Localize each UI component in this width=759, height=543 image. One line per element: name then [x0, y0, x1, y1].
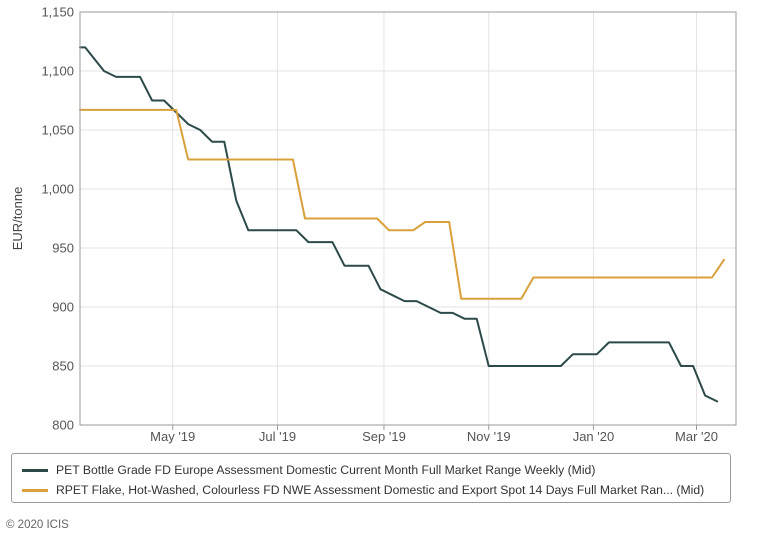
series-lines: [79, 46, 725, 403]
x-tick-label: Mar '20: [675, 429, 718, 444]
legend: PET Bottle Grade FD Europe Assessment Do…: [11, 453, 731, 503]
legend-swatch-pet: [22, 468, 48, 472]
legend-item-pet[interactable]: PET Bottle Grade FD Europe Assessment Do…: [22, 461, 595, 479]
grid: [80, 11, 736, 426]
y-tick-label: 1,100: [41, 64, 74, 79]
x-tick-label: Jan '20: [573, 429, 615, 444]
plot-border: [79, 11, 737, 426]
x-axis-ticks: May '19 Jul '19 Sep '19 Nov '19 Jan '20 Mar '…: [150, 425, 718, 444]
y-tick-label: 1,050: [41, 123, 74, 138]
legend-swatch-rpet: [22, 488, 48, 492]
x-tick-label: Sep '19: [362, 429, 406, 444]
y-tick-label: 850: [52, 359, 74, 374]
y-tick-label: 950: [52, 241, 74, 256]
y-tick-label: 1,150: [41, 5, 74, 20]
legend-label-rpet: RPET Flake, Hot-Washed, Colourless FD NW…: [56, 483, 705, 497]
series-line-rpet: [79, 108, 725, 300]
legend-label-pet: PET Bottle Grade FD Europe Assessment Do…: [56, 463, 596, 477]
copyright-footer: © 2020 ICIS: [6, 519, 69, 531]
x-tick-label: Jul '19: [259, 429, 296, 444]
y-axis-title: EUR/tonne: [10, 187, 25, 251]
x-tick-label: Nov '19: [467, 429, 511, 444]
y-tick-label: 900: [52, 300, 74, 315]
series-line-pet: [79, 46, 719, 403]
y-axis-ticks: 1,150 1,100 1,050 1,000 950 900 850 800: [41, 5, 74, 433]
y-tick-label: 800: [52, 418, 74, 433]
legend-item-rpet[interactable]: RPET Flake, Hot-Washed, Colourless FD NW…: [22, 481, 704, 499]
x-tick-label: May '19: [150, 429, 195, 444]
y-tick-label: 1,000: [41, 182, 74, 197]
